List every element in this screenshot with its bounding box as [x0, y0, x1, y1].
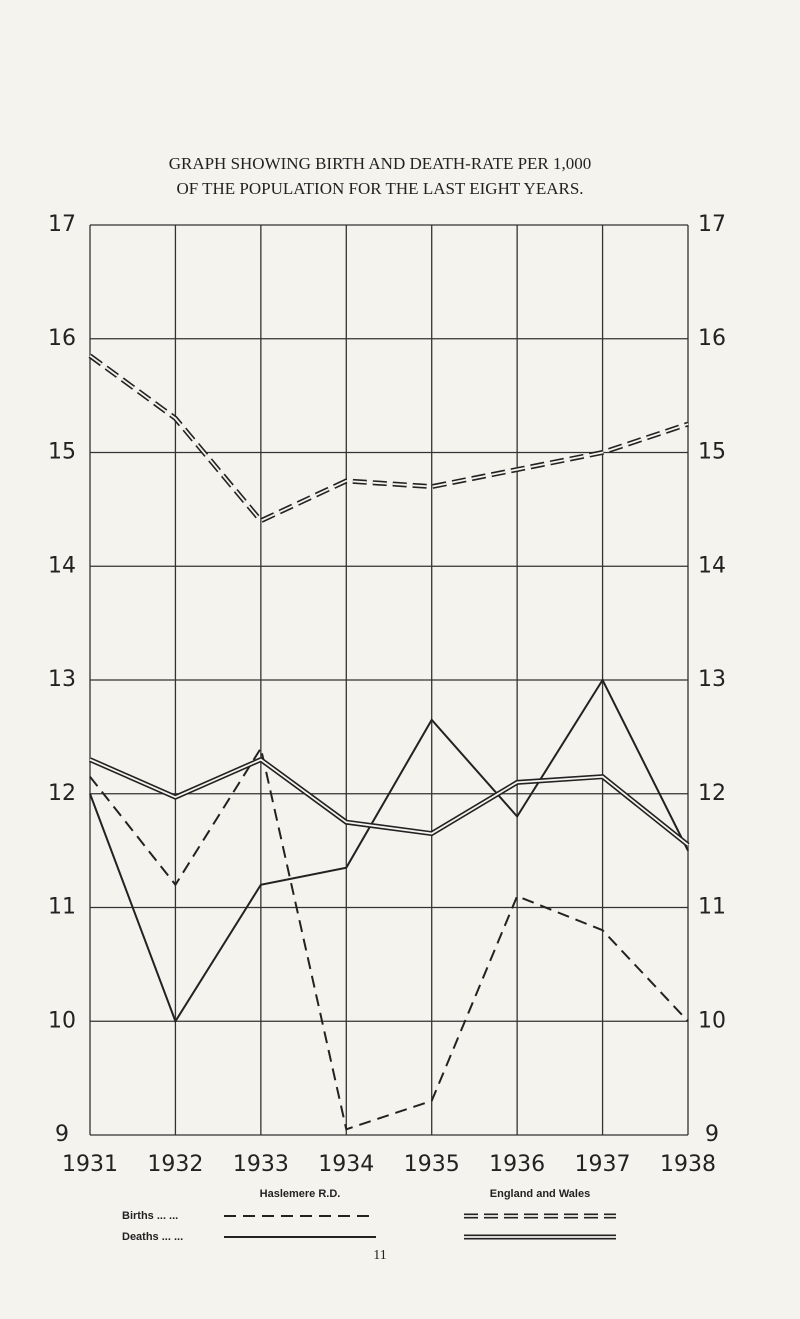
legend-label: Deaths ... ... [122, 1231, 183, 1243]
x-tick-label: 1934 [318, 1152, 374, 1177]
y-tick-label: 16 [48, 326, 76, 351]
y2-tick-label: 17 [698, 212, 726, 237]
y2-tick-label: 10 [698, 1008, 726, 1033]
legend-header: England and Wales [490, 1188, 590, 1200]
y2-tick-label: 11 [698, 895, 726, 920]
x-tick-label: 1937 [575, 1152, 631, 1177]
y-tick-label: 13 [48, 667, 76, 692]
line-inner [89, 758, 689, 846]
x-tick-label: 1933 [233, 1152, 289, 1177]
chart-subtitle: OF THE POPULATION FOR THE LAST EIGHT YEA… [176, 179, 583, 198]
y2-tick-label: 9 [705, 1122, 719, 1147]
x-tick-label: 1935 [404, 1152, 460, 1177]
x-tick-label: 1931 [62, 1152, 118, 1177]
y2-tick-label: 12 [698, 781, 726, 806]
x-tick-label: 1932 [147, 1152, 203, 1177]
legend-label: Births ... ... [122, 1210, 178, 1222]
x-tick-label: 1938 [660, 1152, 716, 1177]
y-tick-label: 12 [48, 781, 76, 806]
y-tick-label: 9 [55, 1122, 69, 1147]
y2-tick-label: 15 [698, 440, 726, 465]
y-tick-label: 15 [48, 440, 76, 465]
y-tick-label: 14 [48, 553, 76, 578]
chart-title: GRAPH SHOWING BIRTH AND DEATH-RATE PER 1… [169, 154, 592, 173]
x-tick-label: 1936 [489, 1152, 545, 1177]
y2-tick-label: 16 [698, 326, 726, 351]
y2-tick-label: 13 [698, 667, 726, 692]
y2-tick-label: 14 [698, 553, 726, 578]
y-tick-label: 10 [48, 1008, 76, 1033]
line-inner [89, 355, 689, 522]
legend-header: Haslemere R.D. [260, 1188, 341, 1200]
y-tick-label: 11 [48, 895, 76, 920]
line [89, 677, 689, 1024]
page-number: 11 [373, 1248, 386, 1263]
y-tick-label: 17 [48, 212, 76, 237]
